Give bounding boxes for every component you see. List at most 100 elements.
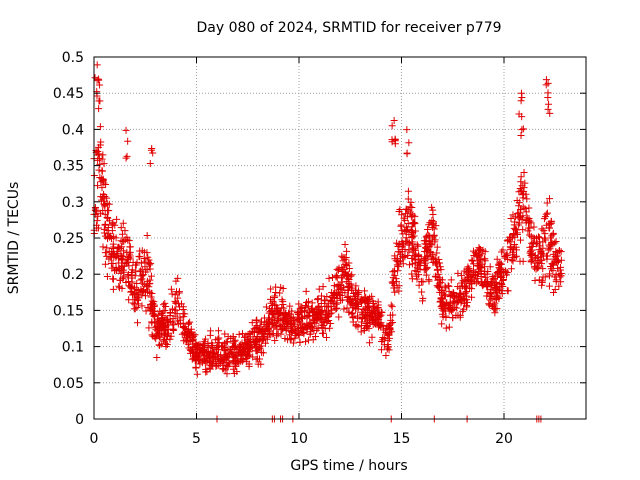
data-point — [343, 247, 351, 255]
data-point — [131, 272, 139, 280]
data-point — [317, 292, 325, 300]
axis-ticks — [93, 56, 586, 420]
data-point — [233, 368, 241, 376]
data-point — [490, 274, 498, 282]
data-point — [116, 276, 124, 284]
data-point — [137, 276, 145, 284]
data-point — [511, 218, 519, 226]
spike-point — [93, 61, 101, 69]
data-point — [422, 259, 430, 267]
data-point — [422, 240, 430, 248]
data-point — [115, 266, 123, 274]
data-point — [429, 220, 437, 228]
data-point — [162, 322, 170, 330]
data-point — [118, 230, 126, 238]
data-point — [229, 339, 237, 347]
y-tick-label: 0.05 — [53, 376, 84, 392]
data-point — [154, 311, 162, 319]
data-point — [129, 299, 137, 307]
data-point — [333, 283, 341, 291]
data-point — [332, 273, 340, 281]
data-point — [389, 311, 397, 319]
data-point — [152, 326, 160, 334]
data-point — [200, 343, 208, 351]
data-point — [422, 271, 430, 279]
data-point — [258, 328, 266, 336]
data-point — [438, 320, 446, 328]
data-point — [310, 319, 318, 327]
spike-point — [518, 126, 526, 134]
data-point — [436, 298, 444, 306]
data-point — [534, 264, 542, 272]
data-point — [148, 331, 156, 339]
data-point — [556, 273, 564, 281]
data-point — [139, 271, 147, 279]
data-point — [203, 354, 211, 362]
data-point — [410, 232, 418, 240]
data-point — [101, 249, 109, 257]
data-point — [544, 246, 552, 254]
data-point — [475, 257, 483, 265]
data-point — [491, 285, 499, 293]
data-point — [456, 311, 464, 319]
y-tick-label: 0.25 — [53, 231, 84, 247]
data-point — [430, 231, 438, 239]
data-point — [266, 305, 274, 313]
data-point — [385, 334, 393, 342]
data-point — [542, 210, 550, 218]
data-point — [503, 268, 511, 276]
data-point — [400, 253, 408, 261]
data-point — [387, 301, 395, 309]
data-point — [389, 268, 397, 276]
data-point — [441, 292, 449, 300]
data-point — [189, 344, 197, 352]
data-point — [257, 318, 265, 326]
data-point — [557, 278, 565, 286]
data-point — [313, 296, 321, 304]
data-point — [433, 249, 441, 257]
data-point — [125, 250, 133, 258]
data-point — [512, 226, 520, 234]
data-point — [153, 323, 161, 331]
spike-point — [403, 126, 411, 134]
data-point — [175, 300, 183, 308]
data-point — [453, 304, 461, 312]
data-point — [265, 315, 273, 323]
data-point — [365, 324, 373, 332]
data-point — [147, 301, 155, 309]
data-point — [273, 330, 281, 338]
data-point — [230, 337, 238, 345]
data-point — [493, 255, 501, 263]
data-point — [442, 313, 450, 321]
data-point — [338, 252, 346, 260]
data-point — [395, 262, 403, 270]
data-point — [278, 326, 286, 334]
data-point — [341, 241, 349, 249]
data-point — [133, 279, 141, 287]
data-point — [328, 309, 336, 317]
data-point — [103, 213, 111, 221]
data-point — [213, 362, 221, 370]
data-point — [324, 313, 332, 321]
data-point — [531, 234, 539, 242]
data-point — [370, 303, 378, 311]
data-point — [322, 333, 330, 341]
data-point — [436, 275, 444, 283]
data-point — [528, 253, 536, 261]
data-point — [146, 265, 154, 273]
data-point — [180, 324, 188, 332]
data-point — [531, 276, 539, 284]
data-point — [149, 308, 157, 316]
data-point — [335, 313, 343, 321]
data-point — [513, 196, 521, 204]
data-point — [113, 215, 121, 223]
data-point — [296, 323, 304, 331]
data-point — [391, 252, 399, 260]
data-point — [475, 244, 483, 252]
data-point — [358, 295, 366, 303]
data-point — [483, 292, 491, 300]
data-point — [281, 309, 289, 317]
data-point — [267, 285, 275, 293]
data-point — [222, 338, 230, 346]
x-tick-label: 15 — [393, 431, 411, 447]
